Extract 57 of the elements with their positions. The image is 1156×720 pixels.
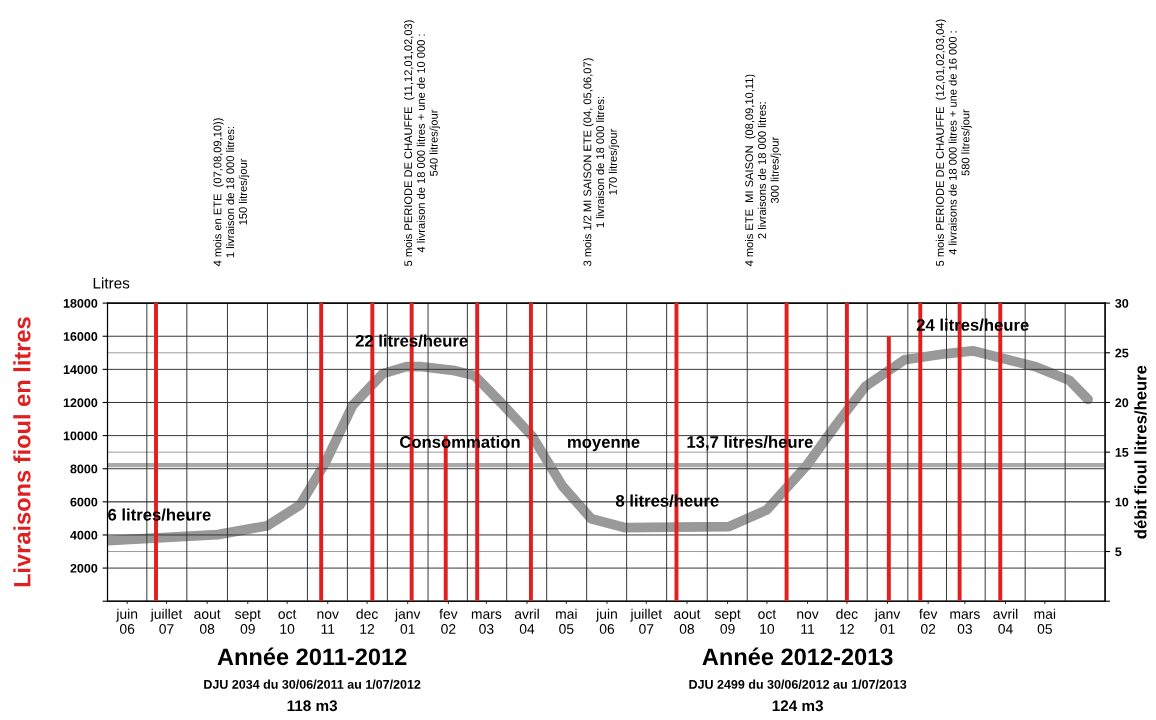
x-tick-label: fev 02 xyxy=(439,608,458,634)
x-tick-label: avril 04 xyxy=(993,608,1018,634)
y2-axis-title: débit fioul litres/heure xyxy=(1134,365,1147,539)
x-tick-label: oct 10 xyxy=(758,609,777,634)
text: 5 mois PERIODE DE CHAUFFE (12,01,02,03,04) 4 livraisons de 18 000 litres + une de 16 000 : 580 litres/jour xyxy=(935,19,972,266)
x-tick-label: janv 01 xyxy=(394,608,421,634)
x-tick-label: sept 09 xyxy=(235,609,261,634)
text: Litres xyxy=(93,277,130,289)
x-tick-label: avril 04 xyxy=(514,608,539,634)
y-tick-label: 2000 xyxy=(70,563,98,573)
y-tick-label: 14000 xyxy=(63,365,98,375)
x-tick-label: oct 10 xyxy=(278,609,297,634)
bar xyxy=(528,303,533,602)
x-tick-label: janv 01 xyxy=(874,608,901,634)
text: DJU 2499 du 30/06/2012 au 1/07/2013 xyxy=(689,679,907,689)
text: Année 2011-2012 xyxy=(217,647,407,666)
y-tick-label: 10000 xyxy=(63,431,98,441)
x-tick-label: sept 09 xyxy=(714,609,741,634)
bar xyxy=(886,336,891,602)
bar xyxy=(319,303,324,602)
text: 4 mois en ETE (07,08,09,10)) 1 livraison de 18 000 litres: 150 litres/jour xyxy=(213,118,250,267)
x-tick-label: juin 06 xyxy=(595,608,617,634)
y2-tick-label: 15 xyxy=(1115,448,1129,457)
x-tick-label: mai 05 xyxy=(556,608,577,634)
text: DJU 2034 du 30/06/2011 au 1/07/2012 xyxy=(204,679,421,689)
x-tick-label: aout 08 xyxy=(194,609,221,634)
x-tick-label: mai 05 xyxy=(1034,608,1056,634)
y2-tick-label: 10 xyxy=(1115,497,1129,507)
x-tick-label: mars 03 xyxy=(471,611,502,634)
y-tick-label: 4000 xyxy=(70,530,98,540)
x-tick-label: nov 11 xyxy=(317,611,339,634)
x-tick-label: fev 02 xyxy=(919,608,938,634)
x-tick-label: juin 06 xyxy=(116,608,138,634)
text: 3 mois 1/2 MI SAISON ETE (04, 05,06,07) 1 livraison de 18 000 litres: 170 litres/jour xyxy=(583,58,620,266)
text: Année 2012-2013 xyxy=(702,647,893,666)
y-tick-label: 16000 xyxy=(63,332,98,341)
x-tick-label: nov 11 xyxy=(797,611,819,634)
text: 5 mois PERIODE DE CHAUFFE (11,12,01,02,03) 4 livraison de 18 000 litres + une de 10 000 : 540 litres/jour xyxy=(403,20,440,266)
text: 4 mois ETE MI SAISON (08,09,10,11) 2 livraisons de 18 000 litres: 300 litres/jour xyxy=(745,74,781,267)
y2-tick-label: 25 xyxy=(1115,348,1129,358)
x-tick-label: dec 12 xyxy=(836,608,858,634)
x-tick-label: juillet 07 xyxy=(150,608,183,634)
text: 118 m3 xyxy=(287,700,338,712)
text: 124 m3 xyxy=(772,700,823,712)
y2-tick-label: 5 xyxy=(1115,547,1122,557)
y-tick-label: 8000 xyxy=(70,464,98,474)
x-tick-label: mars 03 xyxy=(950,611,980,634)
y2-tick-label: 20 xyxy=(1115,398,1129,408)
bar xyxy=(844,303,849,602)
y-tick-label: 12000 xyxy=(63,398,98,408)
x-tick-label: dec 12 xyxy=(356,608,378,634)
x-tick-label: juillet 07 xyxy=(630,608,663,634)
x-tick-label: aout 08 xyxy=(674,609,701,634)
y-tick-label: 6000 xyxy=(70,497,98,507)
y2-tick-label: 30 xyxy=(1115,298,1129,308)
y-axis-title: Livraisons fioul en litres xyxy=(13,317,31,587)
y-tick-label: 18000 xyxy=(63,298,98,308)
